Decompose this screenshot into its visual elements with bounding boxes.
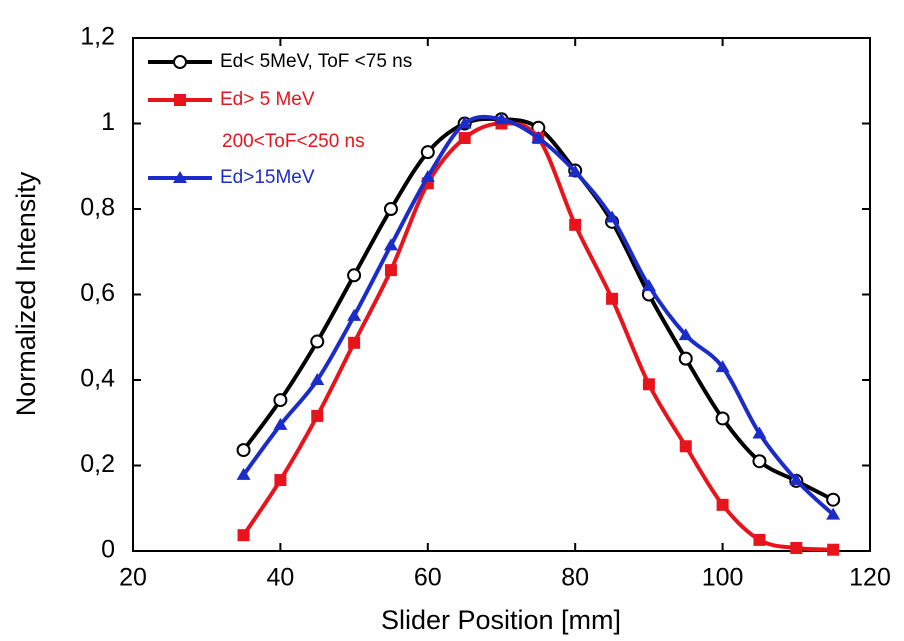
x-tick-label: 120	[849, 564, 891, 592]
y-tick-label: 0,4	[80, 365, 115, 393]
marker	[826, 507, 841, 520]
marker	[236, 443, 251, 458]
marker	[420, 169, 435, 182]
fit-line	[241, 116, 835, 502]
marker	[715, 411, 730, 426]
marker	[605, 210, 620, 223]
marker	[347, 308, 362, 321]
marker	[310, 373, 325, 385]
x-tick-label: 20	[119, 564, 147, 592]
marker	[827, 543, 840, 556]
marker	[826, 492, 841, 507]
legend-marker	[173, 171, 187, 183]
y-tick-label: 0,2	[80, 450, 115, 478]
marker	[236, 467, 251, 480]
marker	[752, 454, 767, 469]
marker	[715, 360, 730, 373]
legend-marker	[173, 55, 187, 69]
marker	[458, 132, 471, 145]
marker	[641, 278, 656, 291]
marker	[348, 336, 361, 349]
marker	[569, 218, 582, 231]
marker	[790, 542, 803, 555]
marker	[383, 238, 398, 251]
x-tick-label: 100	[702, 564, 744, 592]
marker	[678, 328, 693, 341]
marker	[273, 393, 288, 408]
marker	[606, 292, 619, 305]
marker	[716, 498, 729, 511]
marker	[531, 131, 546, 144]
y-tick-label: 0,8	[80, 194, 115, 222]
marker	[753, 533, 766, 546]
x-tick-label: 80	[561, 564, 589, 592]
marker	[383, 202, 398, 216]
marker	[642, 378, 655, 391]
x-tick-label: 40	[266, 564, 294, 592]
marker	[678, 351, 693, 366]
x-tick-label: 60	[414, 564, 442, 592]
x-axis-label: Slider Position [mm]	[381, 605, 621, 635]
marker	[789, 473, 804, 486]
marker	[752, 426, 767, 439]
marker	[273, 417, 288, 430]
legend-label: Ed>15MeV	[220, 167, 315, 188]
marker	[457, 116, 472, 129]
marker	[310, 334, 325, 349]
annotation: 200<ToF<250 ns	[222, 131, 365, 152]
legend-label: Ed> 5 MeV	[220, 89, 315, 110]
legend-marker	[174, 94, 186, 106]
legend-label: Ed< 5MeV, ToF <75 ns	[220, 51, 412, 72]
fit-line	[241, 121, 834, 552]
marker	[311, 409, 324, 422]
marker	[384, 264, 397, 277]
marker	[237, 529, 250, 542]
marker	[568, 164, 583, 177]
marker	[494, 112, 509, 125]
y-axis-label: Normalized Intensity	[11, 171, 41, 416]
marker	[347, 268, 362, 283]
y-tick-label: 0,6	[80, 279, 115, 307]
y-tick-label: 0	[101, 536, 115, 564]
y-tick-label: 1,2	[80, 23, 115, 51]
marker	[679, 440, 692, 453]
y-tick-label: 1	[101, 108, 115, 136]
marker	[274, 474, 287, 487]
marker	[420, 145, 435, 160]
